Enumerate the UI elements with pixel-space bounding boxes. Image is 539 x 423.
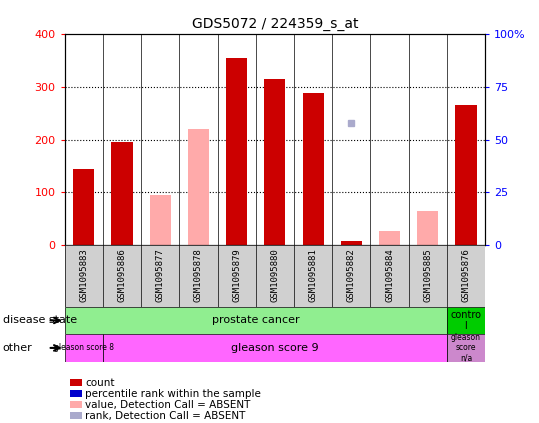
Text: gleason
score
n/a: gleason score n/a	[451, 333, 481, 363]
Text: GSM1095886: GSM1095886	[118, 248, 127, 302]
Bar	[302, 93, 323, 245]
Title: GDS5072 / 224359_s_at: GDS5072 / 224359_s_at	[192, 17, 358, 31]
Text: GSM1095884: GSM1095884	[385, 248, 394, 302]
Bar	[179, 245, 218, 307]
Text: count: count	[85, 378, 115, 388]
Text: GSM1095876: GSM1095876	[461, 248, 471, 302]
Bar	[341, 241, 362, 245]
Bar	[150, 195, 171, 245]
Bar	[65, 334, 103, 362]
Bar	[73, 169, 94, 245]
Text: gleason score 9: gleason score 9	[231, 343, 319, 353]
Text: GSM1095880: GSM1095880	[271, 248, 279, 302]
Bar	[379, 231, 400, 245]
Bar	[417, 211, 438, 245]
Text: GSM1095882: GSM1095882	[347, 248, 356, 302]
Bar	[256, 245, 294, 307]
Bar	[103, 334, 447, 362]
Text: other: other	[3, 343, 32, 353]
Text: GSM1095881: GSM1095881	[309, 248, 317, 302]
Text: percentile rank within the sample: percentile rank within the sample	[85, 389, 261, 399]
Bar	[65, 245, 103, 307]
Bar	[265, 79, 286, 245]
Text: prostate cancer: prostate cancer	[212, 316, 300, 325]
Bar	[447, 245, 485, 307]
Bar	[409, 245, 447, 307]
Text: GSM1095877: GSM1095877	[156, 248, 165, 302]
Text: gleason score 8: gleason score 8	[54, 343, 114, 352]
Text: GSM1095878: GSM1095878	[194, 248, 203, 302]
Bar	[447, 334, 485, 362]
Bar	[141, 245, 179, 307]
Text: GSM1095879: GSM1095879	[232, 248, 241, 302]
Text: GSM1095885: GSM1095885	[423, 248, 432, 302]
Text: value, Detection Call = ABSENT: value, Detection Call = ABSENT	[85, 400, 251, 410]
Bar	[218, 245, 256, 307]
Bar	[455, 105, 476, 245]
Text: disease state: disease state	[3, 315, 77, 325]
Bar	[294, 245, 332, 307]
Bar	[188, 129, 209, 245]
Bar	[332, 245, 370, 307]
Bar	[226, 58, 247, 245]
Bar	[103, 245, 141, 307]
Bar	[447, 307, 485, 334]
Text: GSM1095883: GSM1095883	[79, 248, 88, 302]
Text: contro
l: contro l	[451, 310, 481, 331]
Bar	[112, 142, 133, 245]
Text: rank, Detection Call = ABSENT: rank, Detection Call = ABSENT	[85, 411, 246, 421]
Bar	[370, 245, 409, 307]
